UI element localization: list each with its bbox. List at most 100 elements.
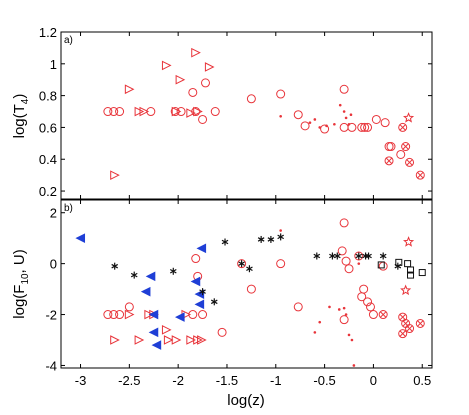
panel-b-point-asterisk-stroke	[313, 253, 321, 259]
panel-b-point-dot	[352, 364, 356, 367]
panel-b-point-circle-x	[415, 318, 425, 328]
panel-b-point-asterisk-stroke	[169, 269, 177, 274]
panel-a-point-circle	[339, 122, 349, 132]
panel-a-ylabel: log(T4)	[11, 94, 31, 139]
panel-b-point-circle	[344, 264, 354, 274]
panel-b-point-asterisk	[329, 252, 336, 260]
panel-b-point-triangle-right	[197, 335, 207, 345]
panel-b-point-circle	[339, 315, 349, 325]
panel-a-point-circle	[103, 107, 113, 117]
x-tick-label: -0.5	[313, 373, 335, 388]
panel-b-point-circle	[103, 310, 113, 320]
panel-b-point-asterisk	[199, 288, 206, 296]
panel-a-point-triangle-right	[171, 106, 182, 117]
panel-b-point-dot	[279, 229, 282, 232]
panel-b-point-triangle-left	[145, 271, 156, 282]
panel-a-point-circle-x-cross-b	[402, 143, 409, 150]
panel-b-point-circle-x	[378, 310, 388, 320]
panel-b-point-dot	[328, 305, 331, 309]
panel-a-point-triangle-right	[161, 60, 172, 71]
panel-b-point-circle	[276, 259, 286, 269]
panel-b-frame	[60, 199, 433, 369]
panel-b-point-triangle-left	[140, 286, 151, 297]
panel-b-point-asterisk-stroke	[221, 239, 229, 245]
x-tick-label: -3	[75, 373, 87, 388]
panel-b-point-triangle-left	[151, 340, 162, 350]
panel-b-ylabel: log(F10, U)	[11, 249, 31, 318]
panel-a-point-circle-x-cross-b	[386, 157, 392, 164]
panel-b-point-asterisk	[257, 235, 265, 243]
panel-a-point-triangle-right	[134, 106, 145, 117]
panel-b-point-asterisk-stroke	[210, 299, 218, 305]
panel-a-point-circle	[320, 124, 330, 134]
panel-b-point-circle	[188, 310, 198, 320]
panel-a-point-dot	[333, 122, 336, 126]
panel-b-point-circle	[217, 327, 227, 337]
panel-b-point-square	[404, 260, 412, 268]
panel-b-point-square	[395, 258, 403, 266]
panel-b-point-asterisk-stroke	[130, 272, 138, 278]
panel-b-point-circle	[363, 297, 373, 307]
panel-a-ticks: 0.2 0.4 0.6 0.8 1 1.2	[39, 25, 432, 199]
panel-b-point-circle-x-ring	[415, 318, 425, 328]
panel-a-ytick-label: 0.8	[39, 89, 57, 104]
panel-a-ytick-label: 0.4	[39, 152, 57, 167]
panel-b-point-dot	[347, 333, 351, 337]
panel-b-point-asterisk-stroke	[246, 266, 253, 271]
panel-b-point-circle	[198, 310, 208, 320]
panel-b-point-circle	[246, 284, 256, 294]
panel-a-point-dot	[308, 121, 312, 124]
panel-b-point-triangle-left	[75, 233, 86, 243]
panel-b-point-triangle-left	[190, 276, 201, 287]
panel-a-point-circle	[200, 78, 210, 88]
panel-b-point-dot	[337, 308, 341, 311]
panel-b-point-triangle-left	[194, 299, 205, 310]
panel-b-ylabel-main: log(F	[11, 285, 28, 319]
panel-b-point-circle	[354, 251, 364, 261]
panel-a-point-dot	[344, 116, 348, 120]
panel-a-point-circle	[339, 84, 349, 94]
panel-b-point-circle-x-cross-b	[399, 330, 406, 337]
panel-a-label: a)	[64, 35, 73, 46]
panel-b: b) -4 -2 0 2 -3 -2.5 -2 -1.5 -1 -0.5 0 0.5 log(F10,…	[11, 199, 433, 409]
panel-b-point-asterisk	[313, 252, 321, 260]
panel-a-point-circle	[210, 107, 220, 117]
panel-b-point-asterisk	[111, 262, 119, 270]
panel-a-ylabel-sub: 4	[20, 98, 31, 104]
panel-a-point-circle-x-ring	[384, 156, 394, 166]
panel-a-point-dot	[279, 114, 282, 118]
panel-a-point-circle	[386, 142, 396, 152]
panel-b-point-circle-x-ring	[398, 329, 408, 339]
panel-a-point-dot	[347, 122, 351, 126]
panel-b-ylabel-sub: 10	[20, 273, 31, 285]
panel-a-point-circle	[384, 142, 394, 152]
panel-b-point-asterisk-stroke	[355, 253, 363, 259]
panel-a-point-circle	[300, 121, 310, 131]
panel-b-point-asterisk	[246, 265, 253, 273]
x-tick-label: 0.5	[413, 373, 431, 388]
panel-b-point-circle	[293, 302, 303, 312]
panel-b-point-asterisk	[130, 271, 138, 279]
panel-b-point-asterisk-stroke	[111, 263, 119, 269]
panel-a-ytick-label: 1.2	[39, 25, 57, 40]
panel-b-point-asterisk	[365, 252, 372, 260]
panel-b-point-circle-x-cross-b	[380, 311, 387, 318]
panel-a-point-circle	[293, 110, 303, 120]
panel-b-ytick-label: -2	[45, 308, 57, 323]
panel-b-point-star	[403, 236, 415, 247]
panel-a-point-circle-x	[401, 142, 411, 152]
panel-b-marks	[75, 218, 426, 367]
panel-b-point-triangle-left	[148, 309, 159, 320]
panel-a: a) 0.2 0.4 0.6 0.8 1 1.2 log(T4)	[11, 25, 433, 200]
panel-a-point-star	[403, 112, 415, 123]
panel-b-label: b)	[64, 203, 73, 214]
panel-b-point-circle-x	[398, 329, 408, 339]
panel-a-point-circle-x-ring	[415, 170, 425, 180]
panel-a-point-dot	[325, 124, 328, 128]
panel-a-point-circle	[363, 122, 373, 132]
panel-b-point-asterisk-stroke	[238, 261, 245, 266]
panel-b-point-circle	[237, 259, 247, 269]
panel-b-point-circle-x-cross-b	[399, 314, 406, 321]
panel-b-point-square	[377, 261, 385, 269]
panel-a-point-circle	[276, 89, 286, 99]
